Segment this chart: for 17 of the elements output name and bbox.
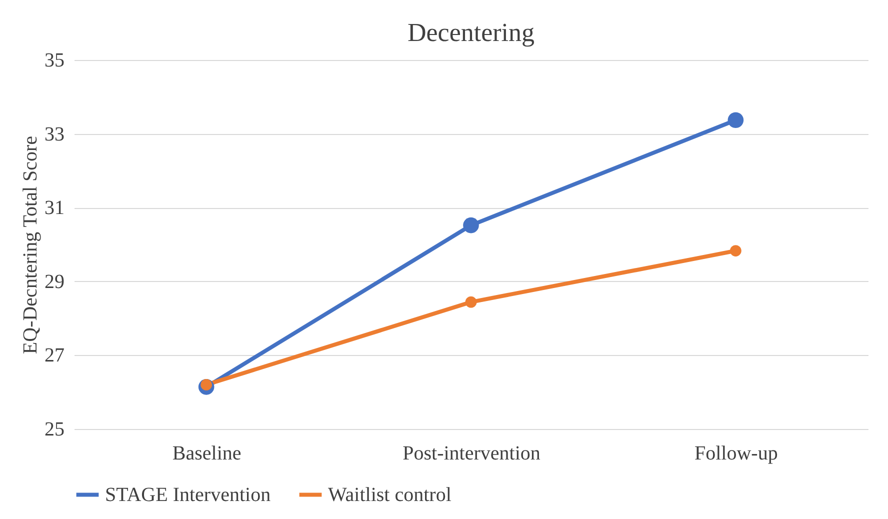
y-tick-label: 33 [44, 123, 64, 146]
y-tick-label: 31 [44, 197, 64, 220]
y-tick-label: 29 [44, 270, 64, 293]
x-tick-label: Baseline [172, 442, 242, 464]
y-axis-title: EQ-Decntering Total Score [20, 136, 42, 354]
point [465, 296, 477, 308]
y-tick-label: 35 [44, 50, 64, 72]
y-tick-label: 27 [44, 344, 64, 367]
x-tick-label: Post-intervention [402, 442, 540, 464]
y-tick-label: 25 [44, 418, 64, 440]
point [463, 217, 479, 234]
x-tick-label: Follow-up [694, 442, 778, 464]
point [730, 245, 742, 256]
point [728, 112, 744, 128]
legend-label: STAGE Intervention [105, 484, 271, 506]
chart-title: Decentering [407, 18, 535, 47]
legend-label: Waitlist control [328, 484, 452, 506]
